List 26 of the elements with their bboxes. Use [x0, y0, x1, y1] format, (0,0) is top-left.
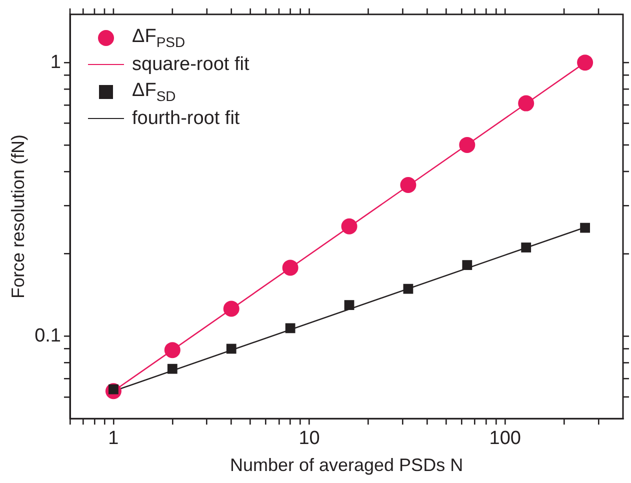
point [223, 300, 240, 317]
legend-label: fourth-root fit [132, 108, 240, 130]
point [400, 176, 416, 193]
x-axis-title: Number of averaged PSDs N [230, 455, 464, 476]
point [403, 284, 414, 294]
point [580, 222, 590, 233]
point [164, 342, 180, 358]
point [518, 95, 534, 112]
point [341, 218, 358, 234]
point [521, 242, 532, 252]
point [285, 323, 296, 334]
point [282, 260, 298, 276]
legend-label: ΔF$_{SD}$ [132, 80, 176, 104]
y-tick-label: 0.1 [34, 325, 62, 346]
y-axis-title: Force resolution (fN) [8, 134, 28, 299]
legend-label: ΔF$_{PSD}$ [132, 26, 186, 50]
point [167, 364, 178, 374]
point [226, 344, 236, 354]
x-tick-label: 1 [108, 428, 119, 450]
x-tick-label: 100 [489, 428, 521, 450]
point [577, 54, 594, 71]
point [462, 260, 472, 270]
point [459, 136, 476, 153]
x-tick-label: 10 [298, 428, 320, 450]
point [344, 300, 354, 310]
legend-label: square-root fit [132, 54, 250, 76]
